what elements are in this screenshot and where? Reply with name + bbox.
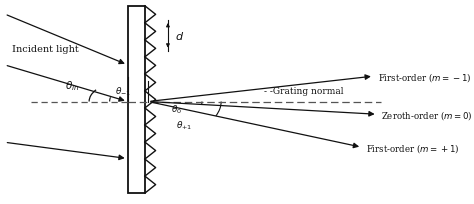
Text: Zeroth-order ($m = 0$): Zeroth-order ($m = 0$) (382, 108, 473, 121)
Text: $d$: $d$ (175, 30, 184, 42)
Text: Incident light: Incident light (12, 45, 79, 54)
Text: $\theta_{-1}$: $\theta_{-1}$ (115, 85, 131, 97)
Text: First-order ($m = -1$): First-order ($m = -1$) (378, 70, 471, 83)
Text: - -Grating normal: - -Grating normal (264, 87, 344, 96)
Text: $\theta_{0}$: $\theta_{0}$ (172, 103, 182, 115)
Text: $\theta_{+1}$: $\theta_{+1}$ (176, 119, 193, 132)
Text: First-order ($m = +1$): First-order ($m = +1$) (366, 141, 459, 154)
Text: $\theta_{in}$: $\theta_{in}$ (64, 79, 79, 93)
